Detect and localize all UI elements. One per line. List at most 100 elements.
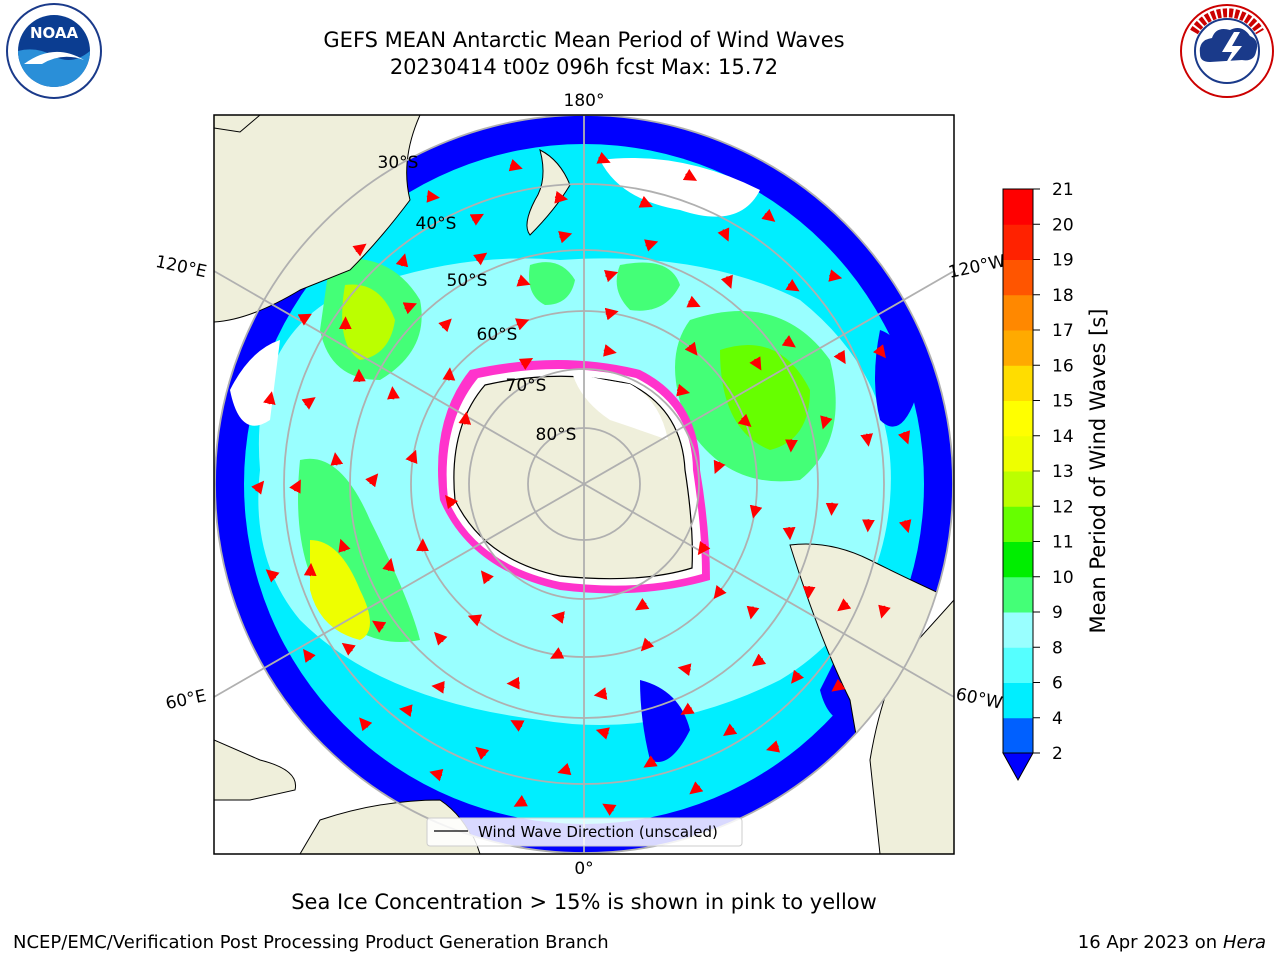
colorbar-tick-label: 4	[1052, 709, 1063, 729]
wave-direction-arrow	[554, 190, 569, 204]
wave-direction-arrow	[720, 274, 733, 289]
colorbar-tick-label: 17	[1052, 321, 1074, 341]
lat-label-50s: 50°S	[447, 271, 488, 291]
wave-direction-arrow	[402, 302, 417, 315]
wave-direction-arrow	[878, 604, 891, 619]
wave-direction-arrow	[303, 562, 317, 577]
colorbar-tick-label: 21	[1052, 180, 1074, 200]
wave-direction-arrow	[289, 479, 301, 494]
wave-direction-arrow	[301, 397, 316, 410]
lat-label-60s: 60°S	[477, 325, 518, 345]
wave-direction-arrow	[680, 702, 695, 715]
wave-direction-arrow	[510, 720, 525, 732]
sea-ice-note: Sea Ice Concentration > 15% is shown in …	[291, 890, 877, 914]
wave-direction-arrow	[602, 803, 617, 816]
wave-direction-arrow	[467, 614, 483, 627]
footer-credit: NCEP/EMC/Verification Post Processing Pr…	[13, 932, 609, 953]
wave-direction-arrow	[557, 762, 572, 776]
wave-direction-arrow	[872, 344, 886, 359]
footer-machine: Hera	[1222, 932, 1266, 953]
wave-direction-arrow	[330, 452, 344, 466]
wave-direction-arrow	[352, 243, 367, 257]
colorbar-tick-label: 18	[1052, 286, 1074, 306]
wave-direction-arrow	[458, 411, 472, 425]
wave-direction-arrow	[802, 585, 816, 600]
colorbar-tick-label: 19	[1052, 251, 1074, 271]
colorbar-tick-label: 6	[1052, 674, 1063, 694]
colorbar-segment	[1003, 612, 1033, 648]
colorbar-segment	[1003, 294, 1033, 331]
wave-direction-arrow	[558, 230, 573, 244]
wave-direction-arrow	[387, 386, 400, 400]
wave-direction-arrow	[746, 605, 760, 620]
lon-label-180: 180°	[564, 91, 605, 111]
colorbar-segment	[1003, 682, 1033, 719]
colorbar-segment	[1003, 435, 1033, 472]
wave-direction-arrow	[438, 318, 452, 333]
wave-direction-arrow	[831, 678, 846, 692]
wave-direction-arrow	[682, 168, 698, 181]
wave-direction-arrow	[593, 687, 608, 700]
colorbar-segment	[1003, 259, 1033, 296]
wave-direction-arrow	[749, 356, 762, 371]
wave-direction-arrow	[752, 653, 767, 667]
footer-date-text: 16 Apr 2023 on	[1077, 932, 1223, 953]
wave-direction-arrow	[303, 648, 316, 663]
colorbar-tick-label: 2	[1052, 744, 1063, 764]
wave-direction-arrow	[677, 663, 692, 676]
wave-direction-arrow	[359, 717, 373, 732]
wave-direction-arrow	[480, 570, 494, 585]
wave-direction-arrow	[689, 781, 704, 795]
wave-direction-arrow	[897, 430, 911, 445]
wave-direction-arrow	[766, 740, 781, 753]
wave-direction-arrow	[431, 680, 445, 694]
lon-label-0: 0°	[574, 859, 593, 879]
lat-label-80s: 80°S	[536, 425, 577, 445]
wave-direction-arrow	[723, 723, 738, 736]
colorbar-label: Mean Period of Wind Waves [s]	[1086, 309, 1110, 634]
wave-direction-arrow	[445, 495, 459, 510]
wave-direction-arrow	[550, 647, 565, 659]
wave-direction-arrow	[837, 598, 852, 612]
wave-direction-arrow	[820, 415, 833, 430]
wave-direction-arrow	[860, 433, 873, 447]
wave-direction-arrow	[684, 341, 698, 356]
colorbar-segment	[1003, 365, 1033, 401]
colorbar: 2 4 6 8 9 10 11 12 13 14 15 16 17 18 19 20 21 Mean Perio…	[1002, 180, 1110, 782]
wave-direction-arrow	[475, 746, 490, 760]
wave-direction-arrow	[551, 611, 565, 624]
lat-label-70s: 70°S	[506, 376, 547, 396]
wave-direction-arrow	[338, 538, 351, 553]
wave-direction-arrow	[602, 344, 617, 357]
wave-direction-arrow	[785, 279, 800, 292]
wave-direction-arrow	[514, 318, 530, 331]
wave-direction-arrow	[297, 313, 312, 326]
colorbar-extend-triangle	[1002, 752, 1034, 782]
colorbar-tick-label: 11	[1052, 533, 1074, 553]
colorbar-segment	[1003, 506, 1033, 542]
wave-direction-arrow	[473, 252, 488, 266]
map-title: GEFS MEAN Antarctic Mean Period of Wind …	[323, 28, 845, 52]
colorbar-tick-label: 14	[1052, 427, 1074, 447]
wind-wave-direction-arrows	[251, 151, 912, 816]
wave-direction-arrow	[372, 620, 387, 634]
wave-direction-arrow	[697, 541, 711, 556]
wave-direction-arrow	[686, 295, 701, 308]
colorbar-segment	[1003, 717, 1033, 754]
wave-direction-arrow	[749, 504, 763, 519]
wave-direction-arrow	[791, 669, 805, 684]
colorbar-tick-label: 10	[1052, 568, 1074, 588]
arrow-legend: Wind Wave Direction (unscaled)	[426, 817, 743, 847]
wave-direction-arrow	[405, 449, 418, 464]
wave-direction-arrow	[265, 569, 280, 583]
colorbar-tick-label: 8	[1052, 638, 1063, 658]
wave-direction-arrow	[395, 253, 409, 268]
colorbar-segment	[1003, 330, 1033, 366]
colorbar-tick-label: 9	[1052, 603, 1063, 623]
colorbar-tick-label: 16	[1052, 356, 1074, 376]
wave-direction-arrow	[717, 227, 730, 242]
wave-direction-arrow	[640, 637, 655, 652]
wave-direction-arrow	[508, 158, 523, 172]
wave-direction-arrow	[643, 755, 658, 768]
